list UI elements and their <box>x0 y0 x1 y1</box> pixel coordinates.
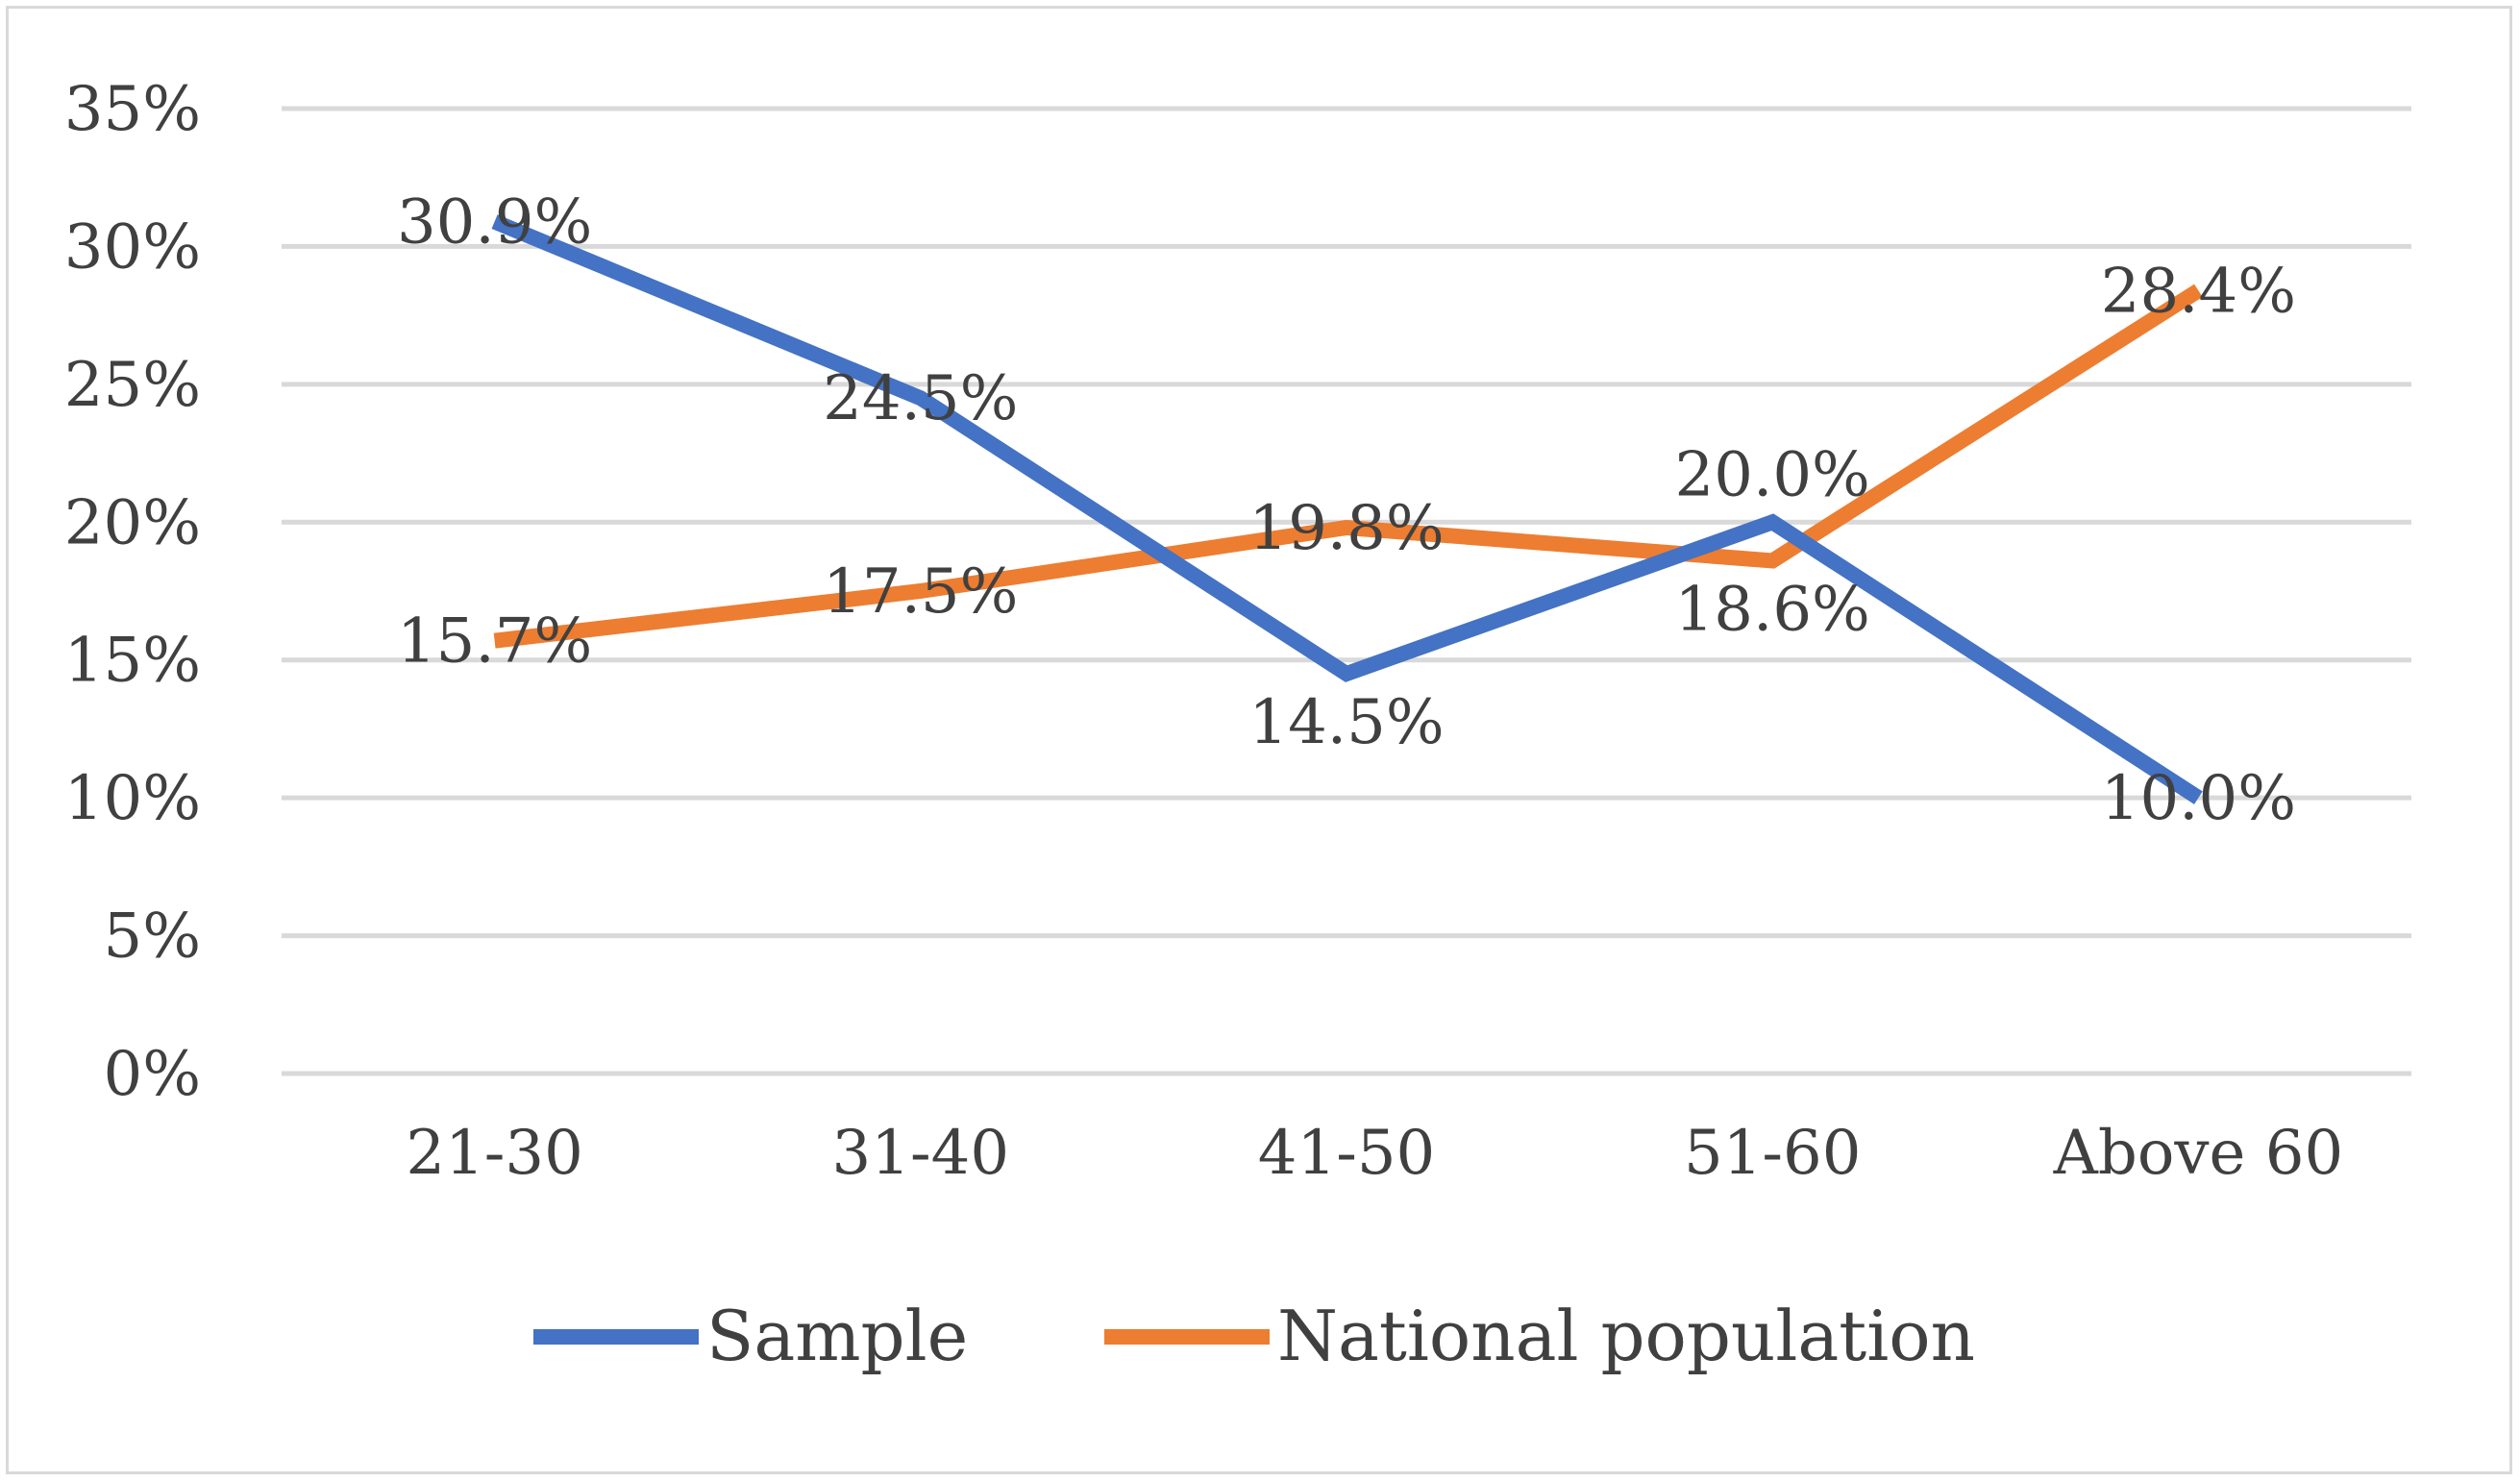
y-tick-label: 10% <box>64 763 201 834</box>
data-label: 17.5% <box>823 556 1018 628</box>
x-tick-label: 21-30 <box>406 1118 583 1189</box>
data-label: 19.8% <box>1248 493 1444 564</box>
series-line-sample <box>491 214 2203 804</box>
data-label: 24.5% <box>823 363 1018 434</box>
data-label: 18.6% <box>1675 574 1870 645</box>
data-label: 28.4% <box>2101 256 2296 327</box>
y-tick-label: 20% <box>64 487 201 558</box>
y-tick-label: 25% <box>64 350 201 421</box>
gridlines <box>282 106 2411 1076</box>
data-labels: 30.9% 24.5% 14.5% 20.0% 10.0% 15.7% 17.5% 19.8%… <box>397 187 2296 835</box>
data-label: 14.5% <box>1248 687 1444 758</box>
x-tick-label: 51-60 <box>1684 1118 1862 1189</box>
chart-frame: 0% 5% 10% 15% 20% 25% 30% 35% 21-30 31-40 41-50 51… <box>6 6 2512 1474</box>
x-tick-label: 31-40 <box>832 1118 1010 1189</box>
y-tick-label: 35% <box>64 74 201 145</box>
data-label: 15.7% <box>397 606 592 678</box>
x-axis-tick-labels: 21-30 31-40 41-50 51-60 Above 60 <box>406 1118 2343 1189</box>
data-label: 10.0% <box>2101 763 2296 834</box>
y-axis-tick-labels: 0% 5% 10% 15% 20% 25% 30% 35% <box>64 74 201 1110</box>
legend-label: Sample <box>706 1296 968 1376</box>
series-lines <box>491 214 2203 804</box>
x-tick-label: Above 60 <box>2053 1118 2344 1189</box>
data-label: 30.9% <box>397 187 592 259</box>
y-tick-label: 5% <box>103 902 201 973</box>
y-tick-label: 15% <box>64 626 201 697</box>
line-chart: 0% 5% 10% 15% 20% 25% 30% 35% 21-30 31-40 41-50 51… <box>64 74 2411 1376</box>
x-tick-label: 41-50 <box>1258 1118 1436 1189</box>
data-label: 20.0% <box>1675 439 1870 510</box>
legend-label: National population <box>1277 1296 1975 1376</box>
y-tick-label: 30% <box>64 211 201 283</box>
series-line-national-population <box>493 284 2203 649</box>
y-tick-label: 0% <box>103 1039 201 1110</box>
legend: Sample National population <box>533 1296 1975 1376</box>
